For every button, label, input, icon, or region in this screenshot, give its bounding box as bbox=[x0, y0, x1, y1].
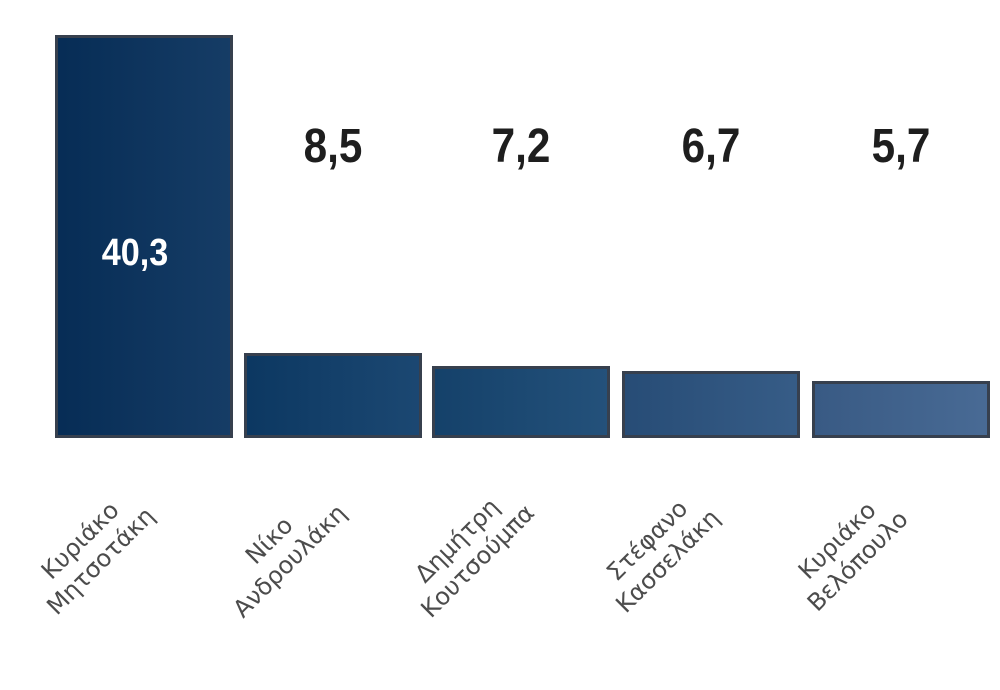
x-axis-label-1: Κυριάκο Μητσοτάκη bbox=[0, 445, 197, 656]
x-axis-label-2: Νίκο Ανδρουλάκη bbox=[174, 445, 385, 656]
bar-4 bbox=[622, 371, 800, 438]
value-label-5: 5,7 bbox=[871, 120, 931, 173]
x-axis-label-3: Δημήτρη Κουτσούμπα bbox=[362, 445, 573, 656]
bar-1 bbox=[55, 35, 233, 438]
value-label-2: 8,5 bbox=[303, 120, 363, 173]
x-axis-label-line: Δημήτρη bbox=[409, 492, 505, 588]
x-axis-label-line: Στέφανο bbox=[601, 493, 694, 587]
x-axis-label-5: Κυριάκο Βελόπουλο bbox=[742, 445, 953, 656]
x-axis-label-line: Κυριάκο bbox=[792, 495, 882, 585]
x-axis-label-line: Βελόπουλο bbox=[801, 504, 914, 617]
value-label-1: 40,3 bbox=[101, 232, 169, 274]
x-axis-label-line: Νίκο bbox=[239, 510, 299, 570]
x-axis-label-line: Ανδρουλάκη bbox=[227, 498, 353, 623]
bar-5 bbox=[812, 381, 990, 438]
value-label-4: 6,7 bbox=[681, 120, 741, 173]
bar-3 bbox=[432, 366, 610, 438]
x-axis-label-line: Κασσελάκη bbox=[610, 503, 726, 619]
value-label-3: 7,2 bbox=[491, 120, 551, 173]
x-axis-label-line: Κουτσούμπα bbox=[415, 498, 541, 623]
x-axis-label-line: Κυριάκο bbox=[35, 495, 125, 585]
bar-2 bbox=[244, 353, 422, 438]
x-axis-label-line: Μητσοτάκη bbox=[41, 501, 161, 621]
x-axis-label-4: Στέφανο Κασσελάκη bbox=[552, 445, 763, 656]
